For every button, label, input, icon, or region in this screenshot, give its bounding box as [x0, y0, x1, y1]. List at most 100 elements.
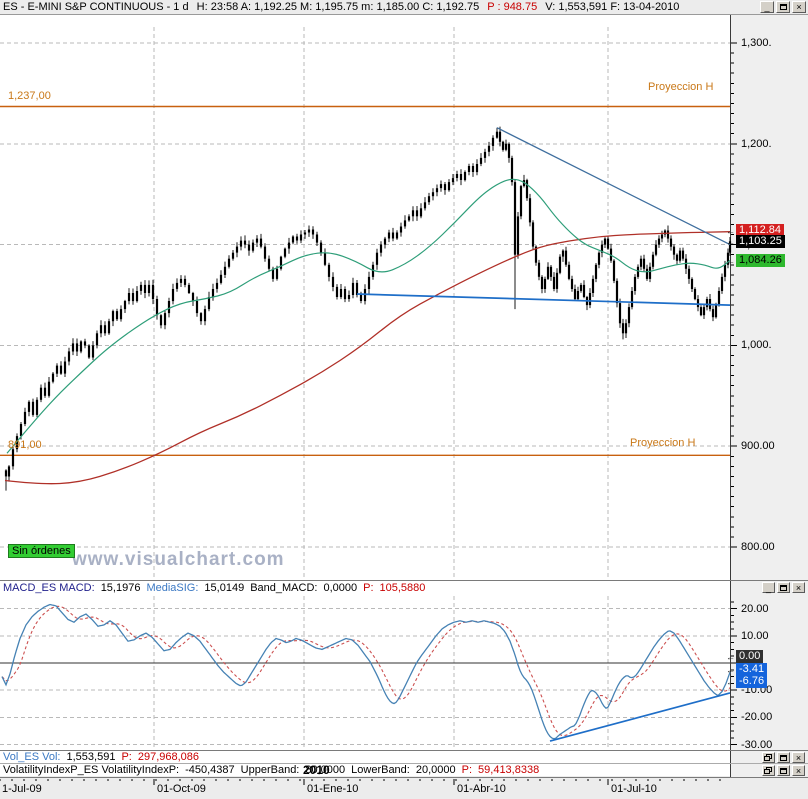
macd-tick-label: -30.00: [741, 738, 773, 751]
macd-vol-separator: [0, 750, 808, 751]
last-price-mark: ← 1,103.25: [726, 235, 785, 248]
no-orders-badge: Sin órdenes: [8, 544, 75, 558]
ma-long-value: 1,112.84: [736, 224, 785, 237]
ma-long-value-mark: ← 1,112.84: [726, 224, 785, 237]
macd-tick-label: -20.00: [741, 711, 773, 724]
macd-tick-label: 10.00: [741, 629, 769, 642]
macd-p-value: 105,5880: [379, 582, 426, 594]
macd-last-value-box: -3.41: [736, 663, 768, 676]
vol-value: 1,553,591: [66, 751, 116, 763]
projection-upper-name: Proyeccion H: [648, 81, 714, 93]
ma-short-value: 1,084.26: [736, 254, 785, 267]
vix-lower-value: 20,0000: [415, 764, 456, 776]
price-tick-label: 1,300.: [741, 37, 772, 49]
last-price-value: 1,103.25: [736, 235, 785, 248]
price-macd-separator: [0, 580, 808, 581]
time-axis-label: 01-Oct-09: [157, 783, 206, 795]
minimize-icon: _: [765, 582, 771, 593]
watermark: www.visualchart.com: [72, 549, 285, 570]
projection-lower-value: 891,00: [8, 439, 42, 451]
price-tick-label: 1,000.: [741, 339, 772, 352]
price-chart-plot[interactable]: [0, 15, 808, 581]
maximize-icon: [780, 767, 787, 774]
maximize-icon: [780, 754, 787, 761]
macd-p-label: P:: [363, 582, 374, 594]
macd-header-row: MACD_ES MACD: 15,1976 MediaSIG: 15,0149 Band…: [0, 582, 730, 595]
vol-p-value: 297,968,086: [137, 751, 200, 763]
window-controls: _ ×: [760, 1, 806, 13]
macd-name-label: MACD_ES MACD:: [3, 582, 95, 594]
position-value: P : 948.75: [487, 1, 538, 13]
volatility-row: VolatilityIndexP_ES VolatilityIndexP: -45…: [0, 764, 730, 776]
restore-icon: [764, 766, 773, 775]
mediasig-value: 15,0149: [204, 582, 245, 594]
volume-panel-controls: ×: [762, 752, 805, 763]
macd-signal-mark: ← -6.76: [726, 675, 768, 688]
macd-chart-plot[interactable]: [0, 596, 808, 751]
vix-restore-button[interactable]: [762, 765, 775, 776]
minimize-button[interactable]: _: [760, 1, 774, 13]
macd-close-button[interactable]: ×: [792, 582, 805, 593]
vol-vix-separator: [0, 763, 808, 764]
projection-lower-name: Proyeccion H: [630, 437, 696, 449]
restore-icon: [764, 753, 773, 762]
left-arrow-icon: ←: [726, 676, 735, 687]
time-axis[interactable]: 1-Jul-09 01-Oct-09 01-Ene-10 01-Abr-10 01-Ju…: [0, 777, 808, 799]
left-arrow-icon: ←: [726, 664, 735, 675]
vol-restore-button[interactable]: [762, 752, 775, 763]
close-button[interactable]: ×: [792, 1, 806, 13]
vix-label: VolatilityIndexP_ES VolatilityIndexP:: [3, 764, 180, 776]
left-arrow-icon: ←: [726, 255, 735, 266]
macd-panel-background: [0, 581, 730, 750]
vix-close-button[interactable]: ×: [792, 765, 805, 776]
price-tick-label: 1,200.: [741, 137, 772, 150]
time-axis-label: 01-Ene-10: [307, 783, 359, 795]
vol-label: Vol_ES Vol:: [3, 751, 61, 763]
macd-minimize-button[interactable]: _: [762, 582, 775, 593]
maximize-icon: [780, 584, 787, 591]
ohlc-values: H: 23:58 A: 1,192.25 M: 1,195.75 m: 1,18…: [196, 1, 480, 13]
year-change-label: 2010: [303, 763, 330, 777]
ma-short-value-mark: ← 1,084.26: [726, 254, 785, 267]
vol-maximize-button[interactable]: [777, 752, 790, 763]
vol-p-label: P:: [121, 751, 132, 763]
price-tick-label: 800.00: [741, 541, 775, 553]
macd-panel-controls: _ ×: [762, 582, 805, 593]
band-value: 0,0000: [323, 582, 358, 594]
vix-upper-label: UpperBand:: [240, 764, 300, 776]
maximize-icon: [779, 4, 787, 10]
volume-row: Vol_ES Vol: 1,553,591 P: 297,968,086: [0, 751, 730, 763]
close-icon: ×: [796, 2, 802, 12]
time-axis-label: 1-Jul-09: [2, 783, 42, 795]
left-arrow-icon: ←: [726, 236, 735, 247]
close-icon: ×: [795, 765, 802, 776]
vix-maximize-button[interactable]: [777, 765, 790, 776]
vix-p-label: P:: [461, 764, 473, 776]
time-axis-ticks: [0, 779, 721, 785]
time-axis-label: 01-Abr-10: [457, 783, 506, 795]
left-arrow-icon: ←: [726, 225, 735, 236]
macd-band-value-box: 0.00: [736, 650, 764, 663]
macd-tick-label: 20.00: [741, 602, 769, 615]
left-arrow-icon: ←: [726, 651, 735, 662]
minimize-icon: _: [764, 2, 770, 12]
price-tick-label: 900.00: [741, 440, 775, 453]
window-titlebar: ES - E-MINI S&P CONTINUOUS - 1 d H: 23:5…: [0, 0, 808, 15]
macd-band-mark: ← 0.00: [726, 650, 764, 663]
volatility-panel-controls: ×: [762, 765, 805, 776]
time-axis-label: 01-Jul-10: [611, 783, 657, 795]
close-icon: ×: [795, 752, 802, 763]
volume-date-values: V: 1,553,591 F: 13-04-2010: [545, 1, 680, 13]
maximize-button[interactable]: [776, 1, 790, 13]
vix-upper-value: 80,0000: [305, 764, 346, 776]
macd-maximize-button[interactable]: [777, 582, 790, 593]
vix-lower-label: LowerBand:: [351, 764, 410, 776]
vix-p-value: 59,413,8338: [478, 764, 540, 776]
vix-value: -450,4387: [185, 764, 235, 776]
projection-upper-value: 1,237,00: [8, 90, 51, 102]
mediasig-label: MediaSIG:: [146, 582, 199, 594]
instrument-title: ES - E-MINI S&P CONTINUOUS - 1 d: [3, 1, 189, 13]
macd-value: 15,1976: [100, 582, 141, 594]
vol-close-button[interactable]: ×: [792, 752, 805, 763]
close-icon: ×: [795, 582, 802, 593]
